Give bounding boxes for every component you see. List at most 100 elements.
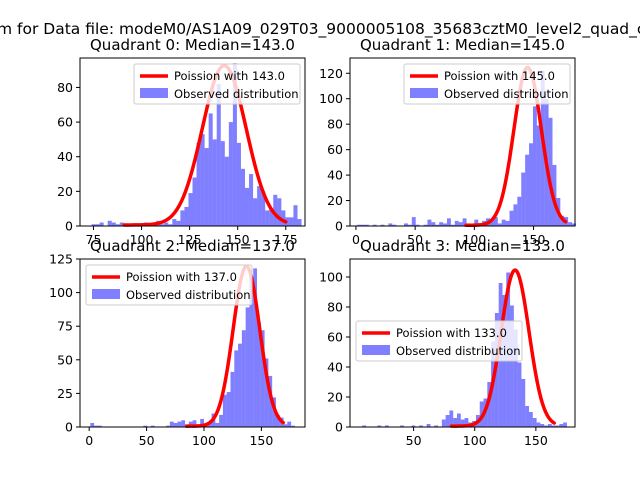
- quadrant-0-bar: [115, 224, 120, 226]
- quadrant-0-ytick-label: 80: [57, 80, 73, 95]
- quadrant-0-bar: [91, 224, 96, 226]
- quadrant-2-bar: [283, 424, 288, 427]
- quadrant-0-bar: [168, 224, 173, 226]
- quadrant-1-legend-box: [403, 63, 571, 105]
- quadrant-1-bar: [536, 125, 541, 226]
- quadrant-2-bar: [173, 422, 178, 427]
- quadrant-3-bar: [513, 329, 518, 427]
- quadrant-0-bar: [236, 142, 241, 226]
- quadrant-2-bar: [249, 276, 254, 427]
- quadrant-3-bar: [487, 382, 492, 427]
- quadrant-0-bar: [95, 224, 100, 226]
- quadrant-0-bar: [261, 191, 266, 226]
- quadrant-0-bar: [204, 148, 209, 226]
- quadrant-3-panel: 50 100 150 0 20 40 60 80 100 Poission with 133.0 O…: [319, 237, 576, 448]
- quadrant-3-bar: [551, 425, 556, 427]
- quadrant-2-xtick-label: 50: [139, 433, 155, 448]
- quadrant-0-bar: [253, 198, 258, 226]
- quadrant-0-bar: [224, 156, 229, 226]
- quadrant-1-bar: [446, 218, 451, 226]
- quadrant-2-bar: [245, 307, 250, 427]
- quadrant-3-xtick-label: 50: [406, 433, 422, 448]
- quadrant-0-bar: [172, 219, 177, 226]
- quadrant-0-bar: [265, 210, 270, 226]
- quadrant-2-bar: [90, 422, 95, 427]
- quadrant-1-bar: [415, 224, 420, 226]
- quadrant-2-axes-frame: [79, 258, 306, 428]
- quadrant-0-axes-frame: [79, 57, 306, 227]
- quadrant-1-ytick-label: 0: [335, 219, 343, 234]
- quadrant-0-bar: [208, 113, 213, 226]
- quadrant-3-bar: [536, 422, 541, 427]
- quadrant-0-ytick-label: 0: [65, 219, 73, 234]
- quadrant-0-bar: [111, 222, 116, 226]
- quadrant-1-bar: [380, 224, 385, 226]
- quadrant-1-legend-bar-swatch: [410, 88, 438, 98]
- quadrant-0-bar: [289, 217, 294, 226]
- quadrant-3-bar: [419, 425, 423, 427]
- quadrant-1-bar: [513, 204, 518, 226]
- quadrant-2-poisson-curve: [185, 264, 285, 428]
- quadrant-0-legend-bar-swatch: [140, 88, 168, 98]
- quadrant-1-ytick-label: 20: [327, 193, 343, 208]
- quadrant-1-bar: [493, 217, 498, 226]
- quadrant-1-bar: [532, 106, 537, 226]
- quadrant-0-xtick-label: 175: [274, 232, 298, 247]
- quadrant-3-bar: [540, 424, 545, 427]
- quadrant-3-bar: [384, 425, 389, 427]
- quadrant-1-bar: [529, 143, 533, 226]
- quadrant-0-bar: [293, 205, 298, 226]
- quadrant-3-bar: [517, 362, 522, 427]
- quadrant-3-bar: [555, 425, 560, 427]
- quadrant-0-bar: [164, 222, 169, 226]
- quadrant-3-bar: [449, 410, 454, 427]
- quadrant-0-bar: [196, 142, 201, 226]
- quadrant-2-bar: [264, 358, 269, 427]
- quadrant-1-bar: [497, 223, 502, 226]
- quadrant-1-ytick-label: 120: [319, 66, 343, 81]
- quadrant-3-ytick-label: 60: [327, 330, 343, 345]
- quadrant-2-ytick-label: 25: [57, 386, 73, 401]
- quadrant-2-bar: [94, 425, 98, 427]
- quadrant-2-legend-poisson-label: Poission with 137.0: [126, 270, 237, 284]
- quadrant-1-bar: [521, 172, 526, 226]
- quadrant-3-xtick-label: 100: [463, 433, 487, 448]
- quadrant-1-bar: [525, 154, 530, 226]
- quadrant-0-bar: [249, 174, 254, 226]
- quadrant-0-poisson-curve: [122, 63, 288, 227]
- quadrant-2-bar: [241, 330, 246, 427]
- quadrant-3-ytick-label: 40: [327, 360, 343, 375]
- quadrant-0-legend-poisson-label: Poission with 143.0: [174, 69, 285, 83]
- quadrant-1-ytick-label: 40: [327, 168, 343, 183]
- quadrant-0-legend-observed-label: Observed distribution: [174, 87, 299, 101]
- quadrant-1-xtick-label: 150: [522, 232, 546, 247]
- quadrant-panels: 75 100 125 150 175 0 20 40 60 80 Poission with 143…: [49, 36, 576, 448]
- quadrant-2-bar: [200, 418, 204, 427]
- quadrant-2-bar: [181, 420, 186, 427]
- quadrant-2-bar: [97, 425, 102, 427]
- quadrant-3-axes-frame: [349, 258, 576, 428]
- quadrant-2-bar: [291, 425, 295, 427]
- quadrant-0-bar: [220, 141, 225, 226]
- quadrant-1-legend-poisson-label: Poission with 145.0: [444, 69, 555, 83]
- quadrant-3-bar: [453, 418, 457, 427]
- quadrant-3-bar: [521, 379, 526, 427]
- quadrant-2-bar: [177, 421, 182, 427]
- quadrant-2-bar: [268, 375, 273, 427]
- quadrant-3-bar: [457, 413, 461, 427]
- quadrant-3-bar: [426, 424, 431, 427]
- quadrant-2-ytick-label: 75: [57, 319, 73, 334]
- quadrant-3-bar: [362, 425, 367, 427]
- quadrant-3-bar: [464, 418, 469, 427]
- quadrant-1-xtick-label: 50: [407, 232, 423, 247]
- quadrant-0-bar: [228, 122, 233, 226]
- quadrant-2-bar: [143, 425, 148, 427]
- quadrant-0-bar: [269, 208, 274, 226]
- quadrant-2-xtick-label: 100: [192, 433, 216, 448]
- quadrant-1-bar: [572, 223, 576, 226]
- quadrant-1-ytick-label: 100: [319, 91, 343, 106]
- quadrant-3-legend-poisson-label: Poission with 133.0: [396, 326, 507, 340]
- quadrant-1-legend-observed-label: Observed distribution: [444, 87, 569, 101]
- quadrant-1-axes-frame: [349, 57, 576, 227]
